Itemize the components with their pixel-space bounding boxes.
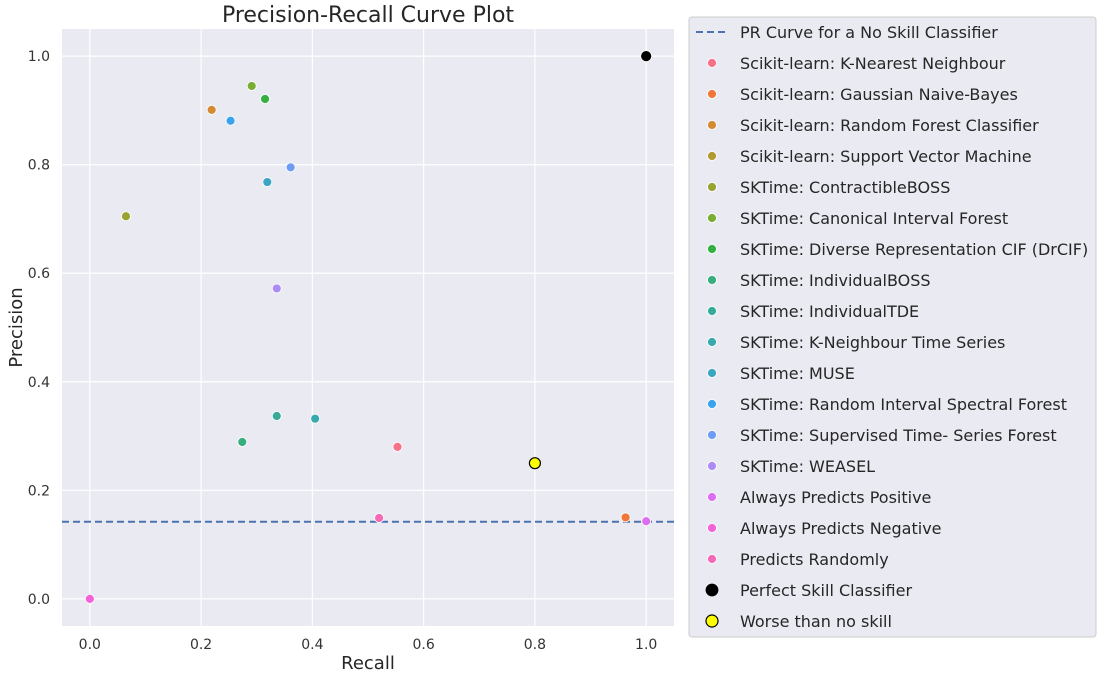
legend-label: Scikit-learn: Support Vector Machine [740, 147, 1032, 166]
legend-marker [708, 245, 717, 254]
legend-label: Predicts Randomly [740, 550, 889, 569]
data-point [375, 513, 384, 522]
legend-marker [708, 152, 717, 161]
data-point [238, 438, 247, 447]
y-axis-label: Precision [6, 287, 27, 367]
legend-marker [708, 524, 717, 533]
data-point [286, 163, 295, 172]
legend-label: Always Predicts Negative [740, 519, 942, 538]
y-tick-label: 0.0 [28, 592, 50, 608]
y-tick-label: 0.6 [28, 266, 50, 282]
legend-marker [708, 555, 717, 564]
legend-marker [708, 462, 717, 471]
legend-marker [708, 369, 717, 378]
data-point [261, 95, 270, 104]
legend-label: SKTime: IndividualTDE [740, 302, 919, 321]
legend-label: Always Predicts Positive [740, 488, 931, 507]
legend-marker [708, 90, 717, 99]
legend-label: SKTime: MUSE [740, 364, 855, 383]
data-point [121, 212, 130, 221]
data-point [272, 284, 281, 293]
x-tick-label: 0.0 [79, 637, 101, 653]
legend-label: Scikit-learn: K-Nearest Neighbour [740, 54, 1006, 73]
legend-marker [708, 276, 717, 285]
legend-label: SKTime: WEASEL [740, 457, 875, 476]
legend-marker [708, 338, 717, 347]
x-tick-label: 1.0 [635, 637, 657, 653]
legend-marker [708, 59, 717, 68]
x-tick-label: 0.8 [524, 637, 546, 653]
data-point [311, 414, 320, 423]
legend-label: SKTime: K-Neighbour Time Series [740, 333, 1005, 352]
legend-marker [708, 121, 717, 130]
data-point [529, 458, 540, 469]
legend-marker [706, 615, 718, 627]
legend-label: SKTime: Diverse Representation CIF (DrCI… [740, 240, 1088, 259]
x-tick-label: 0.2 [190, 637, 212, 653]
data-point [85, 594, 94, 603]
data-point [263, 178, 272, 187]
legend-marker [708, 183, 717, 192]
y-tick-label: 0.8 [28, 158, 50, 174]
x-tick-label: 0.4 [301, 637, 323, 653]
legend-label: Perfect Skill Classifier [740, 581, 912, 600]
legend-label: SKTime: ContractibleBOSS [740, 178, 950, 197]
data-point [226, 116, 235, 125]
data-point [642, 517, 651, 526]
data-point [207, 105, 216, 114]
y-tick-label: 1.0 [28, 49, 50, 65]
legend-marker [708, 307, 717, 316]
data-point [641, 51, 652, 62]
y-tick-label: 0.4 [28, 375, 50, 391]
data-point [621, 513, 630, 522]
legend-marker [708, 431, 717, 440]
legend-marker [708, 493, 717, 502]
legend-label: PR Curve for a No Skill Classifier [740, 23, 998, 42]
data-point [393, 442, 402, 451]
legend-frame [689, 17, 1096, 637]
legend-label: SKTime: Supervised Time- Series Forest [740, 426, 1057, 445]
plot-background [62, 29, 674, 626]
legend-marker [708, 400, 717, 409]
data-point [247, 81, 256, 90]
y-tick-label: 0.2 [28, 483, 50, 499]
legend-label: SKTime: Canonical Interval Forest [740, 209, 1008, 228]
legend-label: SKTime: IndividualBOSS [740, 271, 931, 290]
legend-label: Worse than no skill [740, 612, 892, 631]
data-point [272, 411, 281, 420]
legend: PR Curve for a No Skill Classifier Scikit… [689, 17, 1096, 637]
legend-label: Scikit-learn: Random Forest Classifier [740, 116, 1039, 135]
legend-label: SKTime: Random Interval Spectral Forest [740, 395, 1067, 414]
legend-marker [708, 214, 717, 223]
legend-label: Scikit-learn: Gaussian Naive-Bayes [740, 85, 1018, 104]
x-tick-label: 0.6 [413, 637, 435, 653]
chart-title: Precision-Recall Curve Plot [222, 3, 514, 28]
legend-marker [706, 584, 718, 596]
x-axis-label: Recall [341, 653, 395, 674]
